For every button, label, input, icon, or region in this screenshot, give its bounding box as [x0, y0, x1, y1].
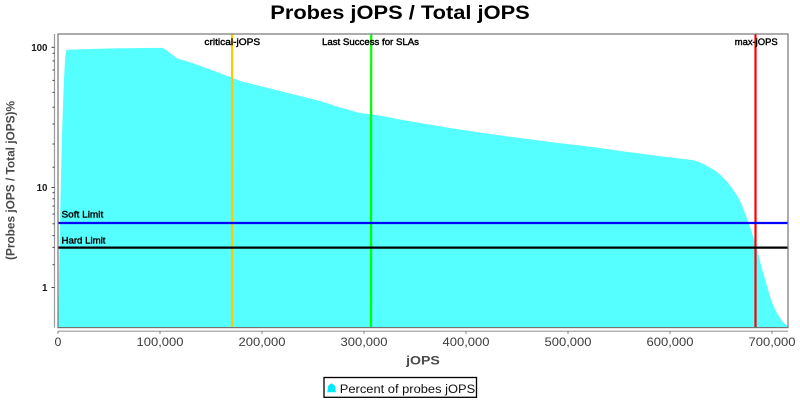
- svg-text:300,000: 300,000: [341, 335, 388, 349]
- svg-text:Hard Limit: Hard Limit: [62, 236, 106, 247]
- svg-text:100,000: 100,000: [137, 335, 184, 349]
- svg-text:10: 10: [37, 183, 48, 194]
- svg-text:Last Success for SLAs: Last Success for SLAs: [322, 37, 419, 47]
- svg-text:Soft Limit: Soft Limit: [62, 210, 104, 221]
- svg-text:jOPS: jOPS: [405, 353, 440, 367]
- svg-text:critical-jOPS: critical-jOPS: [204, 37, 260, 47]
- svg-text:Percent of probes jOPS: Percent of probes jOPS: [340, 382, 475, 396]
- svg-text:500,000: 500,000: [545, 335, 592, 349]
- svg-text:700,000: 700,000: [749, 335, 796, 349]
- svg-text:max-jOPS: max-jOPS: [735, 37, 778, 47]
- svg-text:100: 100: [31, 43, 48, 54]
- svg-text:600,000: 600,000: [647, 335, 694, 349]
- svg-text:0: 0: [55, 335, 62, 349]
- svg-text:200,000: 200,000: [239, 335, 286, 349]
- svg-text:400,000: 400,000: [443, 335, 490, 349]
- svg-text:(Probes jOPS / Total jOPS)%: (Probes jOPS / Total jOPS)%: [4, 101, 18, 260]
- svg-text:Probes jOPS / Total jOPS: Probes jOPS / Total jOPS: [270, 2, 530, 24]
- svg-text:1: 1: [42, 283, 48, 294]
